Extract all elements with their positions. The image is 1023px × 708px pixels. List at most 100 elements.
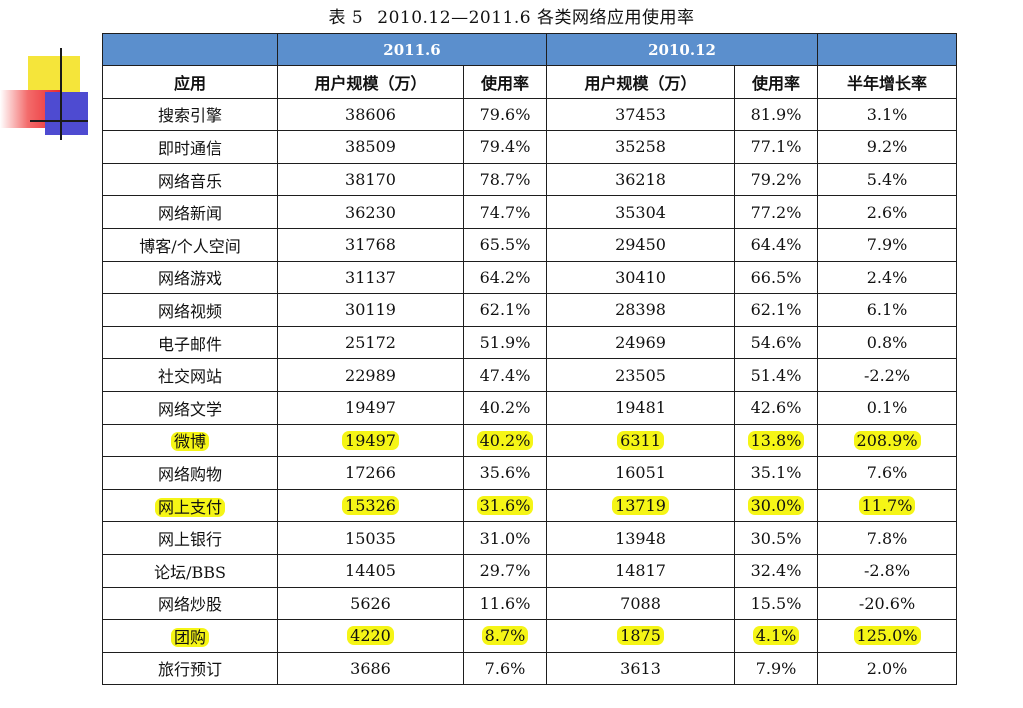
table-row: 旅行预订 3686 7.6% 3613 7.9% 2.0%: [102, 651, 958, 686]
cell-growth-text: 6.1%: [866, 300, 908, 320]
cell-rate-2010: 42.6%: [734, 390, 819, 425]
cell-users-2010: 13948: [546, 521, 736, 555]
cell-users-2010-text: 37453: [615, 104, 666, 124]
cell-app-text: 旅行预订: [157, 660, 222, 680]
cell-users-2011-text: 31768: [345, 235, 396, 255]
cell-rate-2011: 74.7%: [462, 195, 548, 229]
cell-rate-2011: 31.0%: [462, 521, 548, 555]
cell-users-2010-text: 24969: [615, 333, 666, 353]
cell-rate-2010-text: 54.6%: [750, 333, 802, 353]
column-header-row: 应用 用户规模（万） 使用率 用户规模（万） 使用率 半年增长率: [102, 65, 958, 99]
cell-users-2010: 24969: [546, 325, 736, 360]
table-row: 社交网站 22989 47.4% 23505 51.4% -2.2%: [102, 358, 958, 392]
table-row: 网上银行 15035 31.0% 13948 30.5% 7.8%: [102, 521, 958, 555]
cell-users-2010: 14817: [546, 553, 736, 588]
cell-rate-2010: 30.5%: [734, 521, 819, 555]
table-row: 论坛/BBS 14405 29.7% 14817 32.4% -2.8%: [102, 553, 958, 588]
cell-app-text: 网上支付: [154, 497, 225, 517]
table-body: 搜索引擎 38606 79.6% 37453 81.9% 3.1% 即时通信 38509 79.…: [102, 97, 958, 686]
cell-app: 微博: [102, 423, 278, 458]
cell-rate-2011: 7.6%: [462, 651, 548, 686]
cell-rate-2010: 64.4%: [734, 227, 819, 262]
cell-app-text: 即时通信: [157, 138, 222, 158]
cell-rate-2010: 13.8%: [734, 423, 819, 458]
cell-rate-2011-text: 62.1%: [479, 300, 531, 320]
cell-rate-2011: 35.6%: [462, 456, 548, 490]
table-row: 网络购物 17266 35.6% 16051 35.1% 7.6%: [102, 456, 958, 490]
cell-users-2010-text: 19481: [615, 398, 666, 418]
cell-growth-text: -2.8%: [864, 561, 911, 581]
cell-rate-2010-text: 32.4%: [750, 561, 802, 581]
cell-growth: 7.6%: [817, 456, 958, 490]
cell-rate-2011: 40.2%: [462, 423, 548, 458]
cell-rate-2011-text: 8.7%: [481, 626, 529, 646]
cell-growth-text: 7.6%: [866, 463, 908, 483]
cell-users-2011: 4220: [277, 619, 464, 653]
cell-growth-text: 208.9%: [853, 430, 921, 450]
column-header-app: 应用: [102, 65, 278, 99]
cell-users-2010-text: 23505: [615, 365, 666, 385]
cell-users-2010: 19481: [546, 390, 736, 425]
cell-users-2010-text: 7088: [620, 593, 661, 613]
cell-users-2011: 38606: [277, 97, 464, 132]
cell-growth: 0.1%: [817, 390, 958, 425]
cell-growth: 125.0%: [817, 619, 958, 653]
cell-users-2010-text: 30410: [615, 267, 666, 287]
cell-users-2010-text: 3613: [620, 658, 661, 678]
cell-growth-text: 11.7%: [858, 496, 916, 516]
cell-growth: 2.6%: [817, 195, 958, 229]
cell-users-2011: 19497: [277, 423, 464, 458]
cell-users-2011: 30119: [277, 293, 464, 327]
table-row: 网络音乐 38170 78.7% 36218 79.2% 5.4%: [102, 162, 958, 197]
vertical-line-shape: [60, 48, 62, 140]
cell-users-2011-text: 19497: [345, 398, 396, 418]
table-row: 团购 4220 8.7% 1875 4.1% 125.0%: [102, 619, 958, 653]
cell-users-2010: 3613: [546, 651, 736, 686]
cell-users-2011-text: 38170: [345, 170, 396, 190]
column-header-growth: 半年增长率: [817, 65, 958, 99]
cell-users-2010-text: 16051: [615, 463, 666, 483]
cell-users-2011-text: 3686: [350, 658, 391, 678]
caption-date-range: 2010.12—2011.6: [377, 8, 532, 28]
cell-rate-2011-text: 29.7%: [479, 561, 531, 581]
cell-users-2010-text: 13948: [615, 528, 666, 548]
cell-app: 博客/个人空间: [102, 227, 278, 262]
cell-app-text: 网络游戏: [157, 269, 222, 289]
cell-rate-2011: 8.7%: [462, 619, 548, 653]
cell-rate-2011: 65.5%: [462, 227, 548, 262]
cell-app: 搜索引擎: [102, 97, 278, 132]
cell-growth: -2.8%: [817, 553, 958, 588]
cell-app: 网络购物: [102, 456, 278, 490]
cell-users-2011-text: 15326: [342, 496, 399, 516]
cell-rate-2010-text: 51.4%: [750, 365, 802, 385]
cell-rate-2011: 11.6%: [462, 586, 548, 621]
cell-rate-2010-text: 42.6%: [750, 398, 802, 418]
cell-users-2011-text: 22989: [345, 365, 396, 385]
table-row: 网络新闻 36230 74.7% 35304 77.2% 2.6%: [102, 195, 958, 229]
cell-rate-2011-text: 78.7%: [479, 170, 531, 190]
cell-growth-text: 125.0%: [853, 626, 921, 646]
cell-users-2011-text: 36230: [345, 202, 396, 222]
cell-app-text: 网络音乐: [157, 171, 222, 191]
cell-growth-text: 0.8%: [866, 333, 908, 353]
cell-growth: 9.2%: [817, 130, 958, 164]
cell-growth: -2.2%: [817, 358, 958, 392]
cell-growth-text: 3.1%: [866, 104, 908, 124]
cell-growth: -20.6%: [817, 586, 958, 621]
cell-rate-2011-text: 35.6%: [479, 463, 531, 483]
table-row: 微博 19497 40.2% 6311 13.8% 208.9%: [102, 423, 958, 458]
cell-rate-2010: 77.2%: [734, 195, 819, 229]
cell-users-2010-text: 35304: [615, 202, 666, 222]
cell-users-2011-text: 25172: [345, 333, 396, 353]
cell-users-2011-text: 38606: [345, 104, 396, 124]
cell-app-text: 社交网站: [157, 367, 222, 387]
table-row: 网络炒股 5626 11.6% 7088 15.5% -20.6%: [102, 586, 958, 621]
column-header-users-2010: 用户规模（万）: [546, 65, 736, 99]
cell-growth: 5.4%: [817, 162, 958, 197]
column-header-rate-2011: 使用率: [462, 65, 548, 99]
cell-users-2011: 38170: [277, 162, 464, 197]
cell-app: 即时通信: [102, 130, 278, 164]
cell-app-text: 论坛/BBS: [154, 562, 226, 582]
cell-growth: 3.1%: [817, 97, 958, 132]
table-row: 网络视频 30119 62.1% 28398 62.1% 6.1%: [102, 293, 958, 327]
